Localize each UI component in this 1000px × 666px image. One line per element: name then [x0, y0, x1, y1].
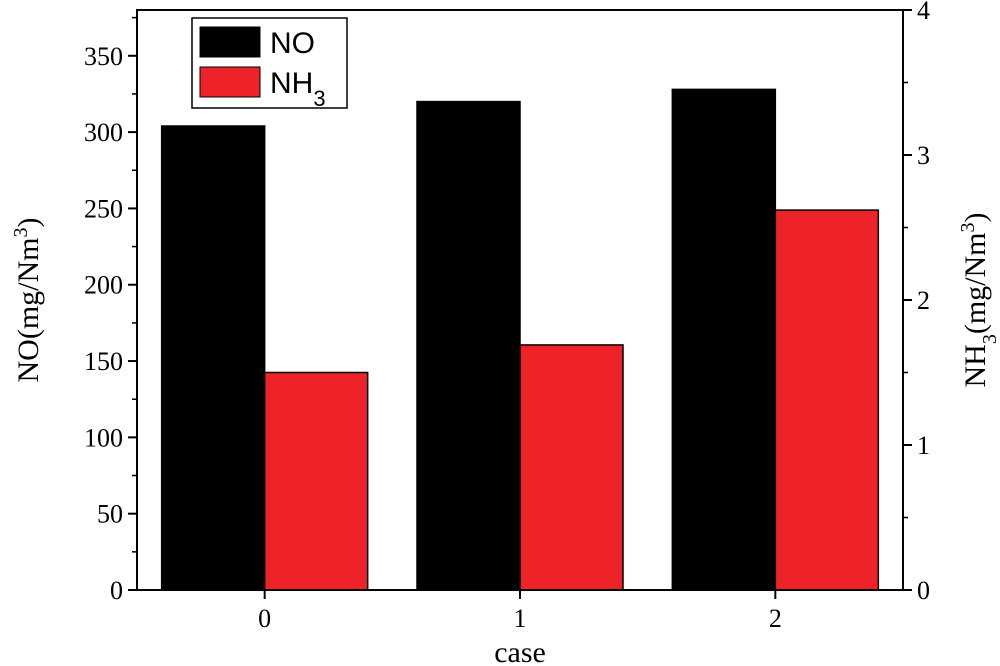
- bar-no-case-0: [160, 125, 266, 591]
- y-left-title-sup: 3: [10, 228, 32, 238]
- bar-nh3-case-0: [263, 371, 369, 591]
- y-left-tick-label: 300: [84, 118, 123, 147]
- y-left-title-close: ): [12, 218, 45, 228]
- legend-swatch-no: [199, 26, 261, 58]
- y-right-tick-label: 2: [917, 286, 930, 315]
- x-tick-label: 2: [769, 604, 782, 633]
- x-tick-label: 1: [514, 604, 527, 633]
- bars-group: [160, 88, 880, 591]
- y-left-axis-title: NO(mg/Nm3): [10, 218, 45, 383]
- axis-ticks: [128, 9, 912, 599]
- x-axis-title: case: [494, 636, 546, 666]
- legend: NO NH3: [191, 17, 348, 111]
- y-left-tick-label: 250: [84, 194, 123, 223]
- legend-label-nh3: NH3: [270, 67, 326, 111]
- y-left-tick-label: 100: [84, 423, 123, 452]
- legend-label-nh3-sub: 3: [313, 86, 325, 111]
- y-right-tick-label: 0: [917, 576, 930, 605]
- y-right-title-prefix: NH: [959, 344, 992, 387]
- y-right-tick-label: 3: [917, 141, 930, 170]
- legend-label-no-text: NO: [270, 27, 315, 60]
- axis-tick-labels: 0 50 100 150 200 250 300 350 0 1 2 3 4 0 1 2: [84, 0, 930, 633]
- y-left-tick-label: 200: [84, 271, 123, 300]
- x-tick-label: 0: [258, 604, 271, 633]
- y-right-title-mid: (mg/Nm: [959, 232, 992, 334]
- bar-nh3-case-1: [519, 344, 624, 591]
- y-right-tick-label: 4: [917, 0, 930, 25]
- y-left-tick-label: 0: [110, 576, 123, 605]
- y-right-axis-title: NH3(mg/Nm3): [957, 212, 1000, 387]
- y-right-tick-label: 1: [917, 431, 930, 460]
- y-left-tick-label: 50: [97, 500, 123, 529]
- y-right-title-close: ): [959, 212, 992, 222]
- bar-no-case-1: [416, 100, 521, 591]
- y-left-tick-label: 150: [84, 347, 123, 376]
- y-left-tick-label: 350: [84, 42, 123, 71]
- legend-label-no: NO: [270, 27, 315, 60]
- y-right-title-sup: 3: [957, 222, 979, 232]
- bar-nh3-case-2: [774, 209, 880, 591]
- y-right-title-sub: 3: [979, 334, 1000, 344]
- legend-label-nh3-text: NH: [270, 67, 313, 100]
- y-left-title-text: NO(mg/Nm: [12, 238, 45, 383]
- legend-swatch-nh3: [199, 66, 261, 98]
- bar-no-case-2: [671, 88, 777, 591]
